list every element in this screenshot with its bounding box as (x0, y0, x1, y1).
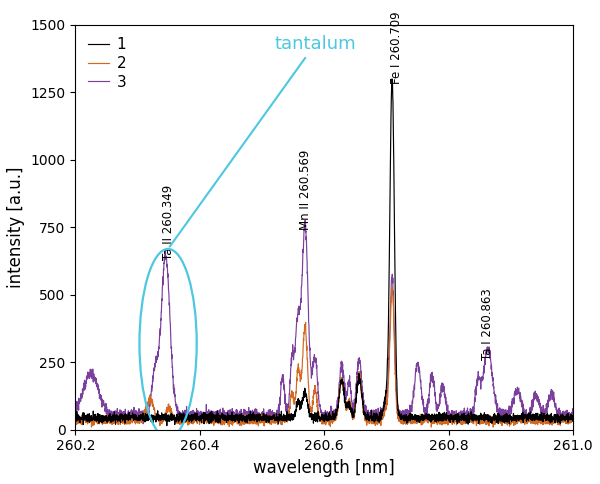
2 (128, 419, 136, 425)
Y-axis label: intensity [a.u.]: intensity [a.u.] (7, 166, 25, 288)
X-axis label: wavelength [nm]: wavelength [nm] (253, 459, 395, 477)
Text: tantalum: tantalum (170, 35, 356, 247)
3 (569, 408, 577, 414)
1 (163, 423, 170, 428)
1 (158, 410, 165, 416)
2 (569, 416, 577, 422)
Text: Ta I 260.863: Ta I 260.863 (481, 288, 494, 360)
1 (388, 76, 395, 82)
Text: Ta II 260.349: Ta II 260.349 (161, 184, 175, 260)
2 (389, 284, 396, 290)
2 (506, 416, 514, 422)
3 (128, 414, 136, 420)
2 (88, 424, 95, 430)
2 (72, 418, 79, 424)
Text: Fe I 260.709: Fe I 260.709 (390, 12, 403, 84)
2 (158, 417, 166, 423)
2 (284, 413, 292, 419)
1 (506, 414, 514, 420)
3 (302, 217, 309, 223)
1 (72, 414, 79, 420)
3 (263, 409, 270, 415)
3 (72, 407, 79, 412)
Line: 1: 1 (76, 79, 573, 425)
1 (284, 415, 292, 421)
1 (569, 413, 577, 419)
Legend: 1, 2, 3: 1, 2, 3 (83, 32, 131, 94)
Line: 2: 2 (76, 287, 573, 427)
3 (506, 404, 514, 409)
1 (263, 412, 270, 418)
1 (560, 415, 568, 421)
2 (263, 416, 270, 422)
3 (560, 412, 568, 418)
Text: Mn II 260.569: Mn II 260.569 (299, 150, 311, 230)
3 (158, 302, 165, 308)
3 (284, 402, 292, 408)
3 (218, 422, 225, 427)
2 (560, 416, 568, 422)
1 (128, 414, 136, 420)
Line: 3: 3 (76, 220, 573, 424)
